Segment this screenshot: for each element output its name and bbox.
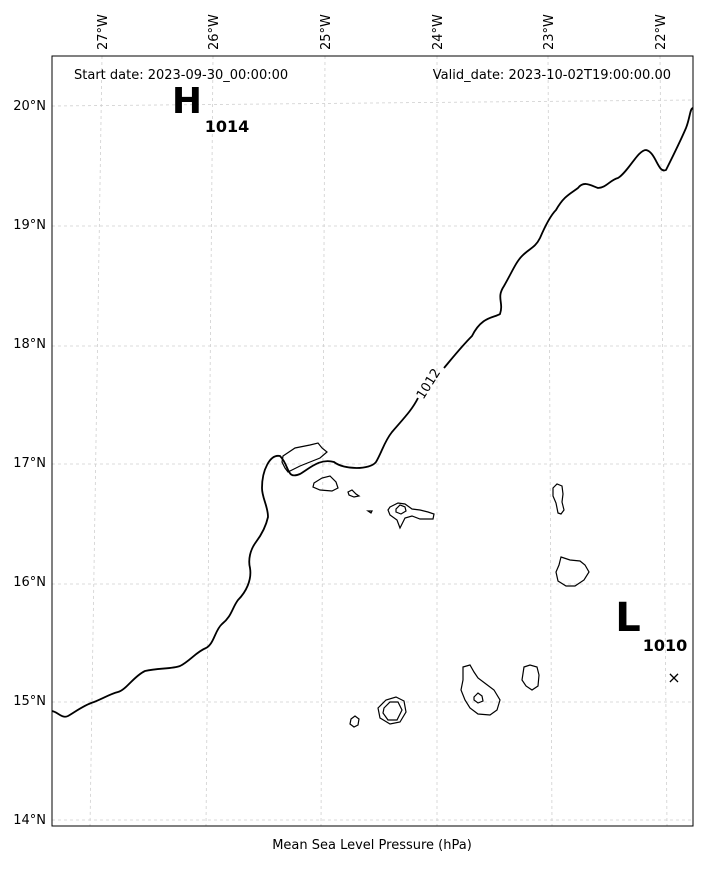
lat-label-15n: 15°N xyxy=(13,694,46,709)
start-date-label: Start date: 2023-09-30_00:00:00 xyxy=(74,68,288,83)
lat-label-18n: 18°N xyxy=(13,337,46,352)
lon-label-24w: 24°W xyxy=(431,14,446,50)
island-fogo-inner xyxy=(382,701,403,721)
island-santiago-ring xyxy=(473,692,484,704)
lon-label-23w: 23°W xyxy=(542,14,557,50)
lat-label-16n: 16°N xyxy=(13,575,46,590)
island-sao-nicolau-lake xyxy=(395,504,407,515)
high-pressure-symbol: H xyxy=(172,81,202,122)
lon-label-25w: 25°W xyxy=(319,14,334,50)
longitude-labels: 27°W 26°W 25°W 24°W 23°W 22°W xyxy=(96,14,669,50)
islands-coastline xyxy=(281,442,590,728)
valid-date-label: Valid_date: 2023-10-02T19:00:00.00 xyxy=(433,68,671,83)
island-santo-antao xyxy=(281,442,328,473)
island-brava xyxy=(349,715,360,728)
latitude-labels: 20°N 19°N 18°N 17°N 16°N 15°N 14°N xyxy=(13,99,46,828)
map-caption: Mean Sea Level Pressure (hPa) xyxy=(272,838,472,853)
low-pressure-symbol: L xyxy=(615,595,641,641)
lat-label-14n: 14°N xyxy=(13,813,46,828)
lon-label-27w: 27°W xyxy=(96,14,111,50)
gridlines xyxy=(51,55,694,827)
isobar-1012 xyxy=(51,397,419,718)
island-sal xyxy=(552,483,565,515)
island-santiago xyxy=(460,664,501,716)
lon-label-22w: 22°W xyxy=(654,14,669,50)
lon-label-26w: 26°W xyxy=(207,14,222,50)
lat-label-20n: 20°N xyxy=(13,99,46,114)
map-frame xyxy=(51,55,694,827)
island-sao-vicente xyxy=(312,475,339,492)
isobar-label-1012: 1012 xyxy=(414,366,444,402)
high-pressure-value: 1014 xyxy=(205,117,250,136)
island-boa-vista xyxy=(555,556,590,587)
lat-label-19n: 19°N xyxy=(13,218,46,233)
low-pressure-value: 1010 xyxy=(643,636,688,655)
island-sao-nicolau xyxy=(387,502,435,530)
island-fogo xyxy=(377,696,407,725)
lat-label-17n: 17°N xyxy=(13,456,46,471)
island-maio xyxy=(521,664,540,691)
island-santa-luzia xyxy=(347,489,361,498)
storm-center-marker: × xyxy=(667,668,680,687)
isobar-1012-continued xyxy=(443,107,694,369)
island-branco xyxy=(366,510,373,514)
